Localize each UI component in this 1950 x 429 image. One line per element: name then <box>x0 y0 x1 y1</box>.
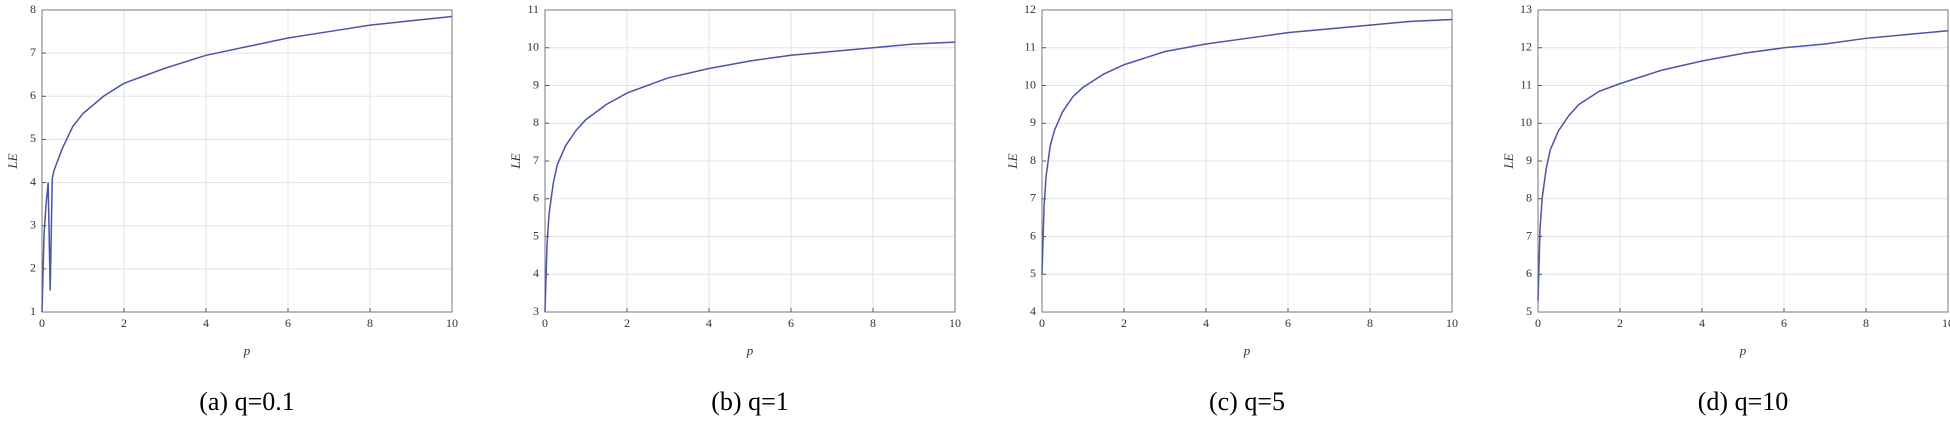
x-tick-label: 6 <box>1781 316 1787 330</box>
x-tick-label: 10 <box>1942 316 1950 330</box>
y-tick-label: 4 <box>533 266 539 280</box>
y-tick-label: 7 <box>1526 228 1532 242</box>
data-line <box>41 15 453 313</box>
caption: (d) q=10 <box>1698 387 1788 416</box>
y-tick-label: 11 <box>1520 77 1532 91</box>
y-tick-label: 8 <box>1526 191 1532 205</box>
y-tick-label: 6 <box>30 88 36 102</box>
x-tick-label: 0 <box>1039 316 1045 330</box>
data-line <box>1537 30 1949 301</box>
plot-frame <box>41 9 453 313</box>
y-tick-label: 9 <box>1030 115 1036 129</box>
x-tick-label: 8 <box>367 316 373 330</box>
y-tick-label: 11 <box>1024 40 1036 54</box>
y-tick-label: 5 <box>30 131 36 145</box>
y-tick-label: 7 <box>1030 191 1036 205</box>
y-tick-label: 8 <box>30 2 36 16</box>
y-tick-label: 4 <box>30 174 36 188</box>
x-axis-label: p <box>746 343 754 358</box>
y-tick-label: 8 <box>533 115 539 129</box>
y-tick-label: 8 <box>1030 153 1036 167</box>
y-axis-label: LE <box>1501 153 1516 169</box>
y-tick-label: 4 <box>1030 304 1036 318</box>
y-tick-label: 2 <box>30 261 36 275</box>
x-tick-label: 10 <box>446 316 458 330</box>
x-tick-label: 0 <box>39 316 45 330</box>
y-tick-label: 9 <box>1526 153 1532 167</box>
y-tick-label: 9 <box>533 77 539 91</box>
plot-frame <box>544 9 956 313</box>
y-tick-label: 3 <box>533 304 539 318</box>
x-tick-label: 8 <box>1367 316 1373 330</box>
x-axis-label: p <box>243 343 251 358</box>
y-tick-label: 5 <box>1030 266 1036 280</box>
y-tick-label: 12 <box>1520 40 1532 54</box>
y-tick-label: 12 <box>1024 2 1036 16</box>
x-axis-label: p <box>1243 343 1251 358</box>
plot-frame <box>1041 9 1453 313</box>
x-tick-label: 6 <box>788 316 794 330</box>
x-tick-label: 2 <box>1121 316 1127 330</box>
y-axis-label: LE <box>1005 153 1020 169</box>
plot-frame <box>1537 9 1949 313</box>
x-tick-label: 0 <box>1535 316 1541 330</box>
x-tick-label: 6 <box>1285 316 1291 330</box>
y-tick-label: 10 <box>527 40 539 54</box>
y-tick-label: 3 <box>30 217 36 231</box>
x-tick-label: 0 <box>542 316 548 330</box>
y-tick-label: 1 <box>30 304 36 318</box>
x-tick-label: 8 <box>1863 316 1869 330</box>
caption: (c) q=5 <box>1209 387 1285 416</box>
x-tick-label: 8 <box>870 316 876 330</box>
x-tick-label: 2 <box>1617 316 1623 330</box>
y-tick-label: 10 <box>1024 77 1036 91</box>
y-tick-label: 5 <box>1526 304 1532 318</box>
y-tick-label: 6 <box>1526 266 1532 280</box>
y-tick-label: 6 <box>1030 228 1036 242</box>
y-tick-label: 7 <box>533 153 539 167</box>
x-tick-label: 4 <box>706 316 712 330</box>
y-axis-label: LE <box>5 153 20 169</box>
y-tick-label: 7 <box>30 45 36 59</box>
x-tick-label: 4 <box>1203 316 1209 330</box>
x-tick-label: 2 <box>121 316 127 330</box>
y-tick-label: 11 <box>527 2 539 16</box>
x-tick-label: 10 <box>1446 316 1458 330</box>
x-axis-label: p <box>1739 343 1747 358</box>
data-line <box>1041 18 1453 275</box>
y-tick-label: 6 <box>533 191 539 205</box>
caption: (b) q=1 <box>711 387 788 416</box>
x-tick-label: 2 <box>624 316 630 330</box>
y-tick-label: 10 <box>1520 115 1532 129</box>
x-tick-label: 6 <box>285 316 291 330</box>
x-tick-label: 4 <box>1699 316 1705 330</box>
x-tick-label: 10 <box>949 316 961 330</box>
y-axis-label: LE <box>508 153 523 169</box>
y-tick-label: 5 <box>533 228 539 242</box>
y-tick-label: 13 <box>1520 2 1532 16</box>
data-line <box>544 41 956 313</box>
caption: (a) q=0.1 <box>199 387 295 416</box>
x-tick-label: 4 <box>203 316 209 330</box>
